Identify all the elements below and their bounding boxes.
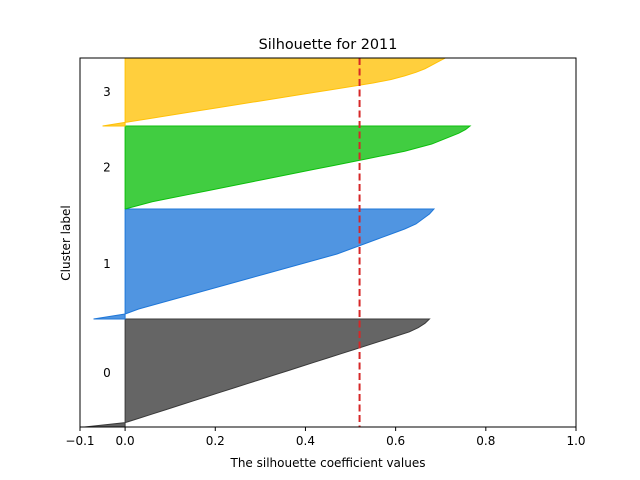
axes-frame <box>79 57 577 428</box>
y-axis-label: Cluster label <box>59 205 73 280</box>
x-tick-label: 0.0 <box>116 434 135 448</box>
silhouette-cluster-1 <box>93 208 436 320</box>
cluster-label-2: 2 <box>103 161 111 175</box>
x-tick-label: 0.2 <box>206 434 225 448</box>
cluster-label-0: 0 <box>103 366 111 380</box>
x-tick-label: 0.8 <box>476 434 495 448</box>
cluster-label-1: 1 <box>103 257 111 271</box>
x-tick-label: −0.1 <box>65 434 94 448</box>
x-axis-ticks: −0.1 0.0 0.2 0.4 0.6 0.8 1.0 <box>65 427 586 448</box>
cluster-labels: 0 1 2 3 <box>103 85 111 380</box>
x-tick-label: 0.4 <box>296 434 315 448</box>
chart-title: Silhouette for 2011 <box>259 37 398 53</box>
plot-area <box>84 58 472 427</box>
x-tick-label: 1.0 <box>566 434 585 448</box>
x-tick-label: 0.6 <box>386 434 405 448</box>
silhouette-cluster-2 <box>124 125 472 210</box>
silhouette-cluster-0 <box>84 318 431 427</box>
x-axis-label: The silhouette coefficient values <box>230 456 426 470</box>
cluster-label-3: 3 <box>103 85 111 99</box>
